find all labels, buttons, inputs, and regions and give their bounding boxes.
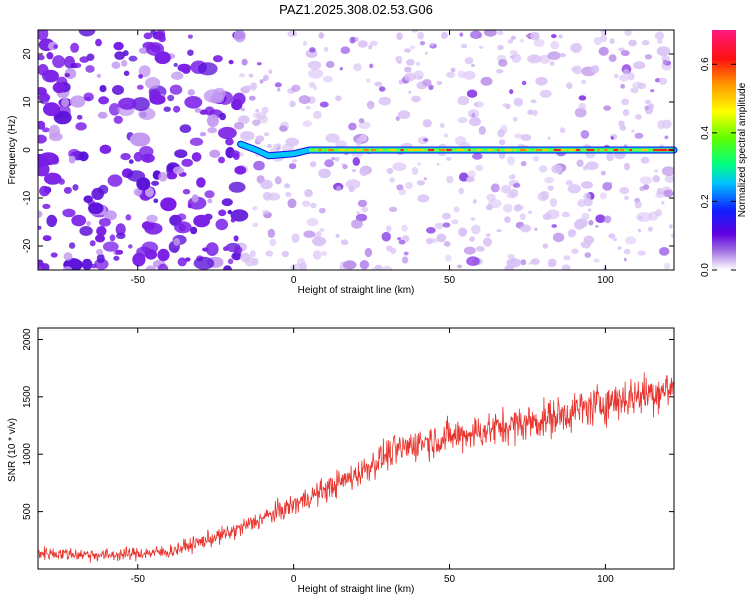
snr-x-tick-label: 50	[444, 574, 456, 585]
colorbar-tick-label: 0.0	[700, 263, 711, 277]
colorbar-gradient	[712, 30, 736, 270]
spectrogram-y-ticks: -20 -10 0 10 20	[22, 48, 674, 253]
snr-frame	[37, 327, 675, 570]
snr-x-tick-label: 0	[291, 574, 297, 585]
spectrogram-x-ticks: -50 0 50 100	[131, 30, 614, 286]
spectrogram-x-tick-label: 100	[597, 275, 614, 286]
spectrogram-y-tick-label: 20	[22, 48, 33, 60]
spectrogram-y-tick-label: -20	[22, 238, 33, 253]
colorbar-tick-label: 0.6	[700, 57, 711, 71]
snr-x-tick-label: -50	[131, 574, 146, 585]
snr-y-tick-label: 500	[22, 503, 33, 520]
spectrogram-noise-blobs	[38, 30, 674, 270]
snr-y-ticks: 500 1000 1500 2000	[22, 328, 674, 520]
spectrogram-panel: -50 0 50 100 -20 -10 0 10 20 Height of straight…	[7, 29, 678, 296]
spectrogram-x-tick-label: 0	[291, 275, 297, 286]
snr-y-label: SNR (10 * v/v)	[7, 418, 18, 482]
signal-track	[237, 140, 678, 160]
figure-title: PAZ1.2025.308.02.53.G06	[279, 2, 433, 17]
snr-x-tick-label: 100	[597, 574, 614, 585]
snr-y-tick-label: 1000	[22, 443, 33, 466]
snr-y-tick-label: 1500	[22, 385, 33, 408]
snr-panel: -50 0 50 100 500 1000 1500 2000 Height of stra…	[7, 327, 675, 595]
snr-y-tick-label: 2000	[22, 328, 33, 351]
spectrogram-y-tick-label: 0	[22, 147, 33, 153]
colorbar-label: Normalized spectral amplitude	[737, 82, 748, 217]
snr-series-line	[37, 330, 675, 563]
spectrogram-x-tick-label: -50	[131, 275, 146, 286]
colorbar: 0.0 0.2 0.4 0.6 Normalized spectral amplitu…	[700, 30, 748, 277]
snr-x-label: Height of straight line (km)	[298, 584, 415, 595]
spectrogram-y-tick-label: -10	[22, 190, 33, 205]
spectrogram-x-label: Height of straight line (km)	[298, 285, 415, 296]
colorbar-ticks: 0.0 0.2 0.4 0.6	[700, 57, 736, 277]
snr-background	[38, 328, 674, 569]
spectrogram-y-tick-label: 10	[22, 96, 33, 108]
snr-x-ticks: -50 0 50 100	[131, 328, 614, 585]
spectrogram-y-label: Frequency (Hz)	[7, 116, 18, 185]
colorbar-tick-label: 0.4	[700, 126, 711, 140]
colorbar-tick-label: 0.2	[700, 194, 711, 208]
spectrogram-x-tick-label: 50	[444, 275, 456, 286]
